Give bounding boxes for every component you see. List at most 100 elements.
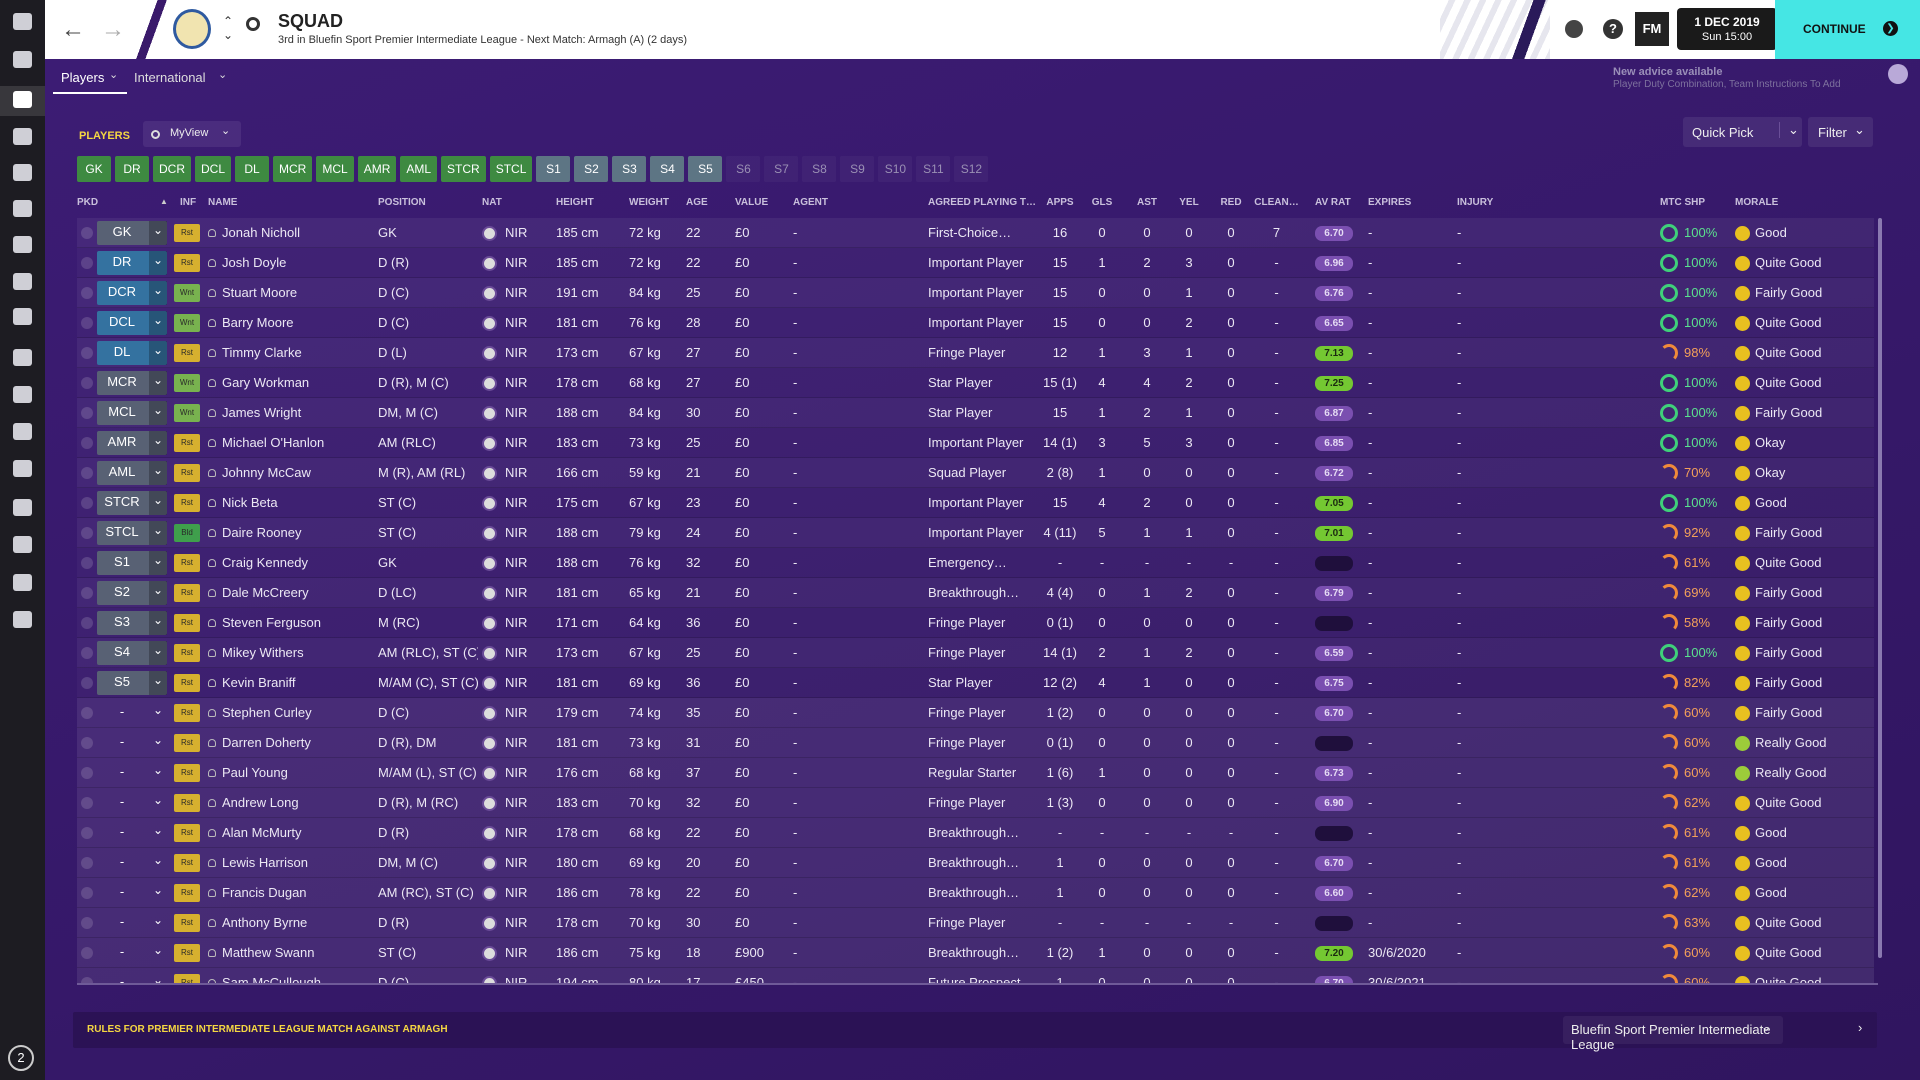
- player-name[interactable]: Mikey Withers: [222, 645, 304, 660]
- table-row[interactable]: DCL ⌄ Wnt Barry Moore D (C) NIR 181 cm 76 kg 28 £…: [77, 308, 1874, 338]
- table-row[interactable]: S3 ⌄ Rst Steven Ferguson M (RC) NIR 171 cm 64 k…: [77, 608, 1874, 638]
- player-name[interactable]: Sam McCullough: [222, 975, 321, 983]
- select-checkbox[interactable]: [81, 767, 93, 779]
- nav-icon[interactable]: [13, 273, 32, 290]
- pick-dropdown[interactable]: - ⌄: [97, 761, 167, 785]
- table-row[interactable]: S4 ⌄ Rst Mikey Withers AM (RLC), ST (C) NIR 17…: [77, 638, 1874, 668]
- table-row[interactable]: STCR ⌄ Rst Nick Beta ST (C) NIR 175 cm 67 kg 23 £…: [77, 488, 1874, 518]
- rules-bar[interactable]: RULES FOR PREMIER INTERMEDIATE LEAGUE MA…: [73, 1012, 1877, 1052]
- nav-icon[interactable]: [13, 499, 32, 516]
- select-checkbox[interactable]: [81, 257, 93, 269]
- nav-icon[interactable]: [13, 536, 32, 553]
- selection-button[interactable]: S4: [650, 156, 685, 182]
- select-checkbox[interactable]: [81, 227, 93, 239]
- select-checkbox[interactable]: [81, 407, 93, 419]
- back-button[interactable]: ←: [61, 16, 85, 43]
- pick-dropdown[interactable]: S2 ⌄: [97, 581, 167, 605]
- nav-icon[interactable]: [13, 574, 32, 591]
- player-name[interactable]: Matthew Swann: [222, 945, 315, 960]
- column-header[interactable]: AST: [1137, 197, 1157, 208]
- player-name[interactable]: Dale McCreery: [222, 585, 309, 600]
- player-name[interactable]: Michael O'Hanlon: [222, 435, 325, 450]
- selection-button[interactable]: MCR: [273, 156, 313, 182]
- tab[interactable]: Players: [61, 70, 105, 85]
- table-row[interactable]: - ⌄ Rst Darren Doherty D (R), DM NIR 181 cm 73 …: [77, 728, 1874, 758]
- pick-dropdown[interactable]: DCL ⌄: [97, 311, 167, 335]
- search-icon[interactable]: [246, 17, 260, 31]
- column-header[interactable]: AGREED PLAYING T…: [928, 197, 1036, 208]
- column-header[interactable]: YEL: [1179, 197, 1199, 208]
- select-checkbox[interactable]: [81, 287, 93, 299]
- player-name[interactable]: Kevin Braniff: [222, 675, 296, 690]
- player-name[interactable]: Barry Moore: [222, 315, 294, 330]
- player-name[interactable]: Johnny McCaw: [222, 465, 311, 480]
- table-row[interactable]: STCL ⌄ Bld Daire Rooney ST (C) NIR 188 cm 79 kg…: [77, 518, 1874, 548]
- player-name[interactable]: Jonah Nicholl: [222, 225, 301, 240]
- column-header[interactable]: PKD: [77, 197, 99, 208]
- pick-dropdown[interactable]: - ⌄: [97, 851, 167, 875]
- fm-menu[interactable]: FM: [1635, 12, 1669, 46]
- column-header[interactable]: NAME: [208, 197, 238, 208]
- select-checkbox[interactable]: [81, 737, 93, 749]
- nav-icon[interactable]: [13, 51, 32, 68]
- selection-button[interactable]: S3: [612, 156, 647, 182]
- column-header[interactable]: INF: [180, 197, 197, 208]
- nav-icon[interactable]: [13, 349, 32, 366]
- table-row[interactable]: - ⌄ Rst Francis Dugan AM (RC), ST (C) NIR 186 …: [77, 878, 1874, 908]
- selection-button[interactable]: S2: [574, 156, 609, 182]
- pick-dropdown[interactable]: - ⌄: [97, 881, 167, 905]
- pick-dropdown[interactable]: DR ⌄: [97, 251, 167, 275]
- club-switcher[interactable]: ⌃ ⌄: [223, 14, 234, 42]
- pick-dropdown[interactable]: STCR ⌄: [97, 491, 167, 515]
- player-name[interactable]: Anthony Byrne: [222, 915, 308, 930]
- pick-dropdown[interactable]: DL ⌄: [97, 341, 167, 365]
- selection-button[interactable]: S8: [802, 156, 837, 182]
- table-row[interactable]: AMR ⌄ Rst Michael O'Hanlon AM (RLC) NIR 183 cm…: [77, 428, 1874, 458]
- player-name[interactable]: Timmy Clarke: [222, 345, 302, 360]
- select-checkbox[interactable]: [81, 377, 93, 389]
- column-header[interactable]: AV RAT: [1315, 197, 1351, 208]
- nav-icon[interactable]: [13, 423, 32, 440]
- column-header[interactable]: POSITION: [378, 197, 426, 208]
- nav-icon[interactable]: [13, 128, 32, 145]
- player-name[interactable]: Paul Young: [222, 765, 288, 780]
- select-checkbox[interactable]: [81, 647, 93, 659]
- pick-dropdown[interactable]: - ⌄: [97, 791, 167, 815]
- player-name[interactable]: Craig Kennedy: [222, 555, 308, 570]
- column-header[interactable]: MTC SHP: [1660, 197, 1705, 208]
- table-row[interactable]: S5 ⌄ Rst Kevin Braniff M/AM (C), ST (C) NIR 18…: [77, 668, 1874, 698]
- select-checkbox[interactable]: [81, 857, 93, 869]
- selection-button[interactable]: MCL: [316, 156, 354, 182]
- table-row[interactable]: - ⌄ Rst Anthony Byrne D (R) NIR 178 cm 70 kg 30 £…: [77, 908, 1874, 938]
- pick-dropdown[interactable]: - ⌄: [97, 731, 167, 755]
- pick-dropdown[interactable]: MCL ⌄: [97, 401, 167, 425]
- select-checkbox[interactable]: [81, 587, 93, 599]
- pick-dropdown[interactable]: - ⌄: [97, 821, 167, 845]
- table-row[interactable]: AML ⌄ Rst Johnny McCaw M (R), AM (RL) NIR 166 …: [77, 458, 1874, 488]
- column-header[interactable]: VALUE: [735, 197, 769, 208]
- nav-icon[interactable]: [13, 236, 32, 253]
- scrollbar[interactable]: [1878, 218, 1882, 958]
- table-row[interactable]: - ⌄ Rst Andrew Long D (R), M (RC) NIR 183 cm 70…: [77, 788, 1874, 818]
- table-row[interactable]: DCR ⌄ Wnt Stuart Moore D (C) NIR 191 cm 84 kg 25…: [77, 278, 1874, 308]
- nav-icon[interactable]: [13, 386, 32, 403]
- selection-button[interactable]: GK: [77, 156, 111, 182]
- select-checkbox[interactable]: [81, 827, 93, 839]
- selection-button[interactable]: DCL: [195, 156, 232, 182]
- view-dropdown[interactable]: MyView ⌄: [143, 121, 241, 147]
- pick-dropdown[interactable]: - ⌄: [97, 701, 167, 725]
- table-row[interactable]: GK ⌄ Rst Jonah Nicholl GK NIR 185 cm 72 kg 22 £0 -…: [77, 218, 1874, 248]
- column-header[interactable]: INJURY: [1457, 197, 1494, 208]
- select-checkbox[interactable]: [81, 677, 93, 689]
- player-name[interactable]: Alan McMurty: [222, 825, 302, 840]
- selection-button[interactable]: DCR: [153, 156, 191, 182]
- table-row[interactable]: DR ⌄ Rst Josh Doyle D (R) NIR 185 cm 72 kg 22 £0 -…: [77, 248, 1874, 278]
- column-header[interactable]: MORALE: [1735, 197, 1779, 208]
- select-checkbox[interactable]: [81, 617, 93, 629]
- nav-icon[interactable]: [13, 91, 32, 108]
- selection-button[interactable]: S5: [688, 156, 723, 182]
- table-row[interactable]: - ⌄ Rst Alan McMurty D (R) NIR 178 cm 68 kg 22 £0…: [77, 818, 1874, 848]
- selection-button[interactable]: S9: [840, 156, 875, 182]
- column-header[interactable]: APPS: [1046, 197, 1074, 208]
- select-checkbox[interactable]: [81, 437, 93, 449]
